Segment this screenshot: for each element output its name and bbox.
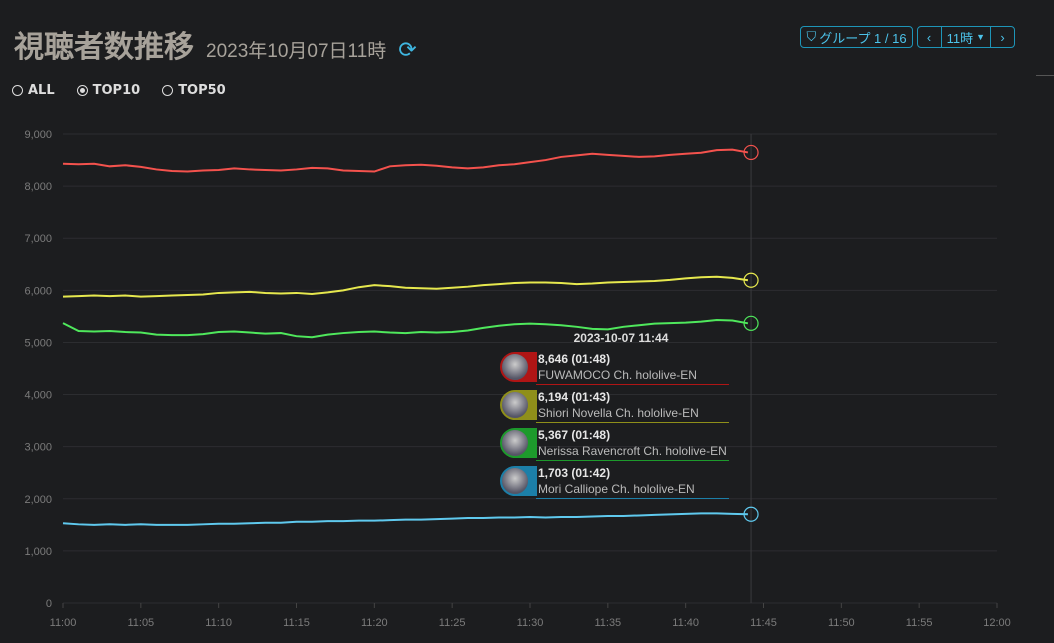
chevron-left-icon: ‹ xyxy=(926,29,932,45)
y-tick-label: 7,000 xyxy=(24,233,52,245)
series-line xyxy=(62,512,748,526)
x-tick-label: 11:15 xyxy=(283,617,310,629)
y-tick-label: 0 xyxy=(46,598,52,610)
row-underline xyxy=(536,498,729,499)
row-channel-name: Nerissa Ravencroft Ch. hololive-EN xyxy=(538,444,727,458)
hover-point xyxy=(743,506,759,522)
group-label: グループ 1 / 16 xyxy=(819,30,907,46)
page-header: 視聴者数推移 2023年10月07日11時 ⟳ xyxy=(14,22,417,66)
row-channel-name: Mori Calliope Ch. hololive-EN xyxy=(538,482,695,496)
avatar xyxy=(500,466,530,496)
x-tick-label: 11:50 xyxy=(828,617,855,629)
tooltip-row: 1,703 (01:42) Mori Calliope Ch. hololive-… xyxy=(500,464,732,502)
header-controls: ⛉ グループ 1 / 16 ‹ 11時 ▼ › xyxy=(800,26,1015,48)
y-tick-label: 5,000 xyxy=(24,337,52,349)
x-tick-label: 11:05 xyxy=(127,617,154,629)
tooltip-row: 6,194 (01:43) Shiori Novella Ch. hololive… xyxy=(500,388,732,426)
x-tick-label: 11:20 xyxy=(361,617,388,629)
row-channel-name: Shiori Novella Ch. hololive-EN xyxy=(538,406,699,420)
row-underline xyxy=(536,384,729,385)
row-value: 8,646 xyxy=(538,352,569,366)
radio-label: TOP50 xyxy=(178,83,226,98)
series-line xyxy=(62,319,749,339)
radio-circle xyxy=(162,85,174,96)
y-tick-label: 6,000 xyxy=(24,285,52,297)
radio-top50[interactable]: TOP50 xyxy=(162,83,226,98)
filter-radio-group: ALL TOP10 TOP50 xyxy=(12,83,226,98)
row-value: 1,703 xyxy=(538,466,569,480)
hover-point xyxy=(743,315,759,331)
row-duration: (01:42) xyxy=(571,466,611,480)
radio-circle xyxy=(76,85,88,96)
y-tick-label: 9,000 xyxy=(24,129,52,141)
row-underline xyxy=(536,422,729,423)
y-tick-label: 4,000 xyxy=(24,390,52,402)
x-tick-label: 11:25 xyxy=(439,617,466,629)
group-filter-button[interactable]: ⛉ グループ 1 / 16 xyxy=(800,26,913,48)
page-title: 視聴者数推移 xyxy=(14,30,194,65)
x-tick-label: 11:10 xyxy=(205,617,232,629)
row-value: 5,367 xyxy=(538,428,569,442)
y-tick-label: 8,000 xyxy=(24,181,52,193)
tooltip-row: 5,367 (01:48) Nerissa Ravencroft Ch. holo… xyxy=(500,426,732,464)
row-duration: (01:48) xyxy=(571,428,611,442)
radio-all[interactable]: ALL xyxy=(12,83,55,98)
avatar xyxy=(500,352,530,382)
x-tick-label: 11:00 xyxy=(50,617,77,629)
row-channel-name: FUWAMOCO Ch. hololive-EN xyxy=(538,368,697,382)
refresh-icon[interactable]: ⟳ xyxy=(398,38,417,63)
avatar xyxy=(500,428,530,458)
radio-label: TOP10 xyxy=(92,83,141,98)
next-hour-button[interactable]: › xyxy=(991,27,1014,47)
x-tick-label: 12:00 xyxy=(983,617,1011,629)
chevron-right-icon: › xyxy=(1000,29,1005,45)
divider xyxy=(1036,75,1054,76)
row-underline xyxy=(536,460,729,461)
prev-hour-button[interactable]: ‹ xyxy=(918,27,941,47)
y-tick-label: 1,000 xyxy=(24,546,52,558)
tooltip-row: 8,646 (01:48) FUWAMOCO Ch. hololive-EN xyxy=(500,350,732,388)
row-duration: (01:43) xyxy=(571,390,611,404)
radio-label: ALL xyxy=(28,83,55,98)
y-tick-label: 2,000 xyxy=(24,494,52,506)
chart-tooltip: 2023-10-07 11:44 8,646 (01:48) FUWAMOCO C… xyxy=(500,331,732,502)
radio-circle xyxy=(12,85,23,96)
hour-label: 11時 xyxy=(946,30,974,46)
filter-icon: ⛉ xyxy=(806,29,817,44)
row-value: 6,194 xyxy=(538,390,569,404)
avatar xyxy=(500,390,530,420)
x-tick-label: 11:45 xyxy=(750,617,777,629)
hour-select[interactable]: 11時 ▼ xyxy=(940,27,991,47)
series-line xyxy=(62,148,749,173)
series-line xyxy=(62,275,749,298)
hover-point xyxy=(743,272,759,288)
x-tick-label: 11:35 xyxy=(594,617,621,629)
tooltip-time: 2023-10-07 11:44 xyxy=(573,331,669,345)
hour-navigator: ‹ 11時 ▼ › xyxy=(916,26,1015,48)
hover-point xyxy=(743,144,759,161)
x-tick-label: 11:40 xyxy=(672,617,699,629)
x-tick-label: 11:30 xyxy=(517,617,544,629)
chevron-down-icon: ▼ xyxy=(976,32,985,42)
x-tick-label: 11:55 xyxy=(906,617,933,629)
date-label: 2023年10月07日11時 xyxy=(206,41,387,62)
radio-top10[interactable]: TOP10 xyxy=(76,83,141,98)
row-duration: (01:48) xyxy=(571,352,611,366)
y-tick-label: 3,000 xyxy=(24,442,52,454)
